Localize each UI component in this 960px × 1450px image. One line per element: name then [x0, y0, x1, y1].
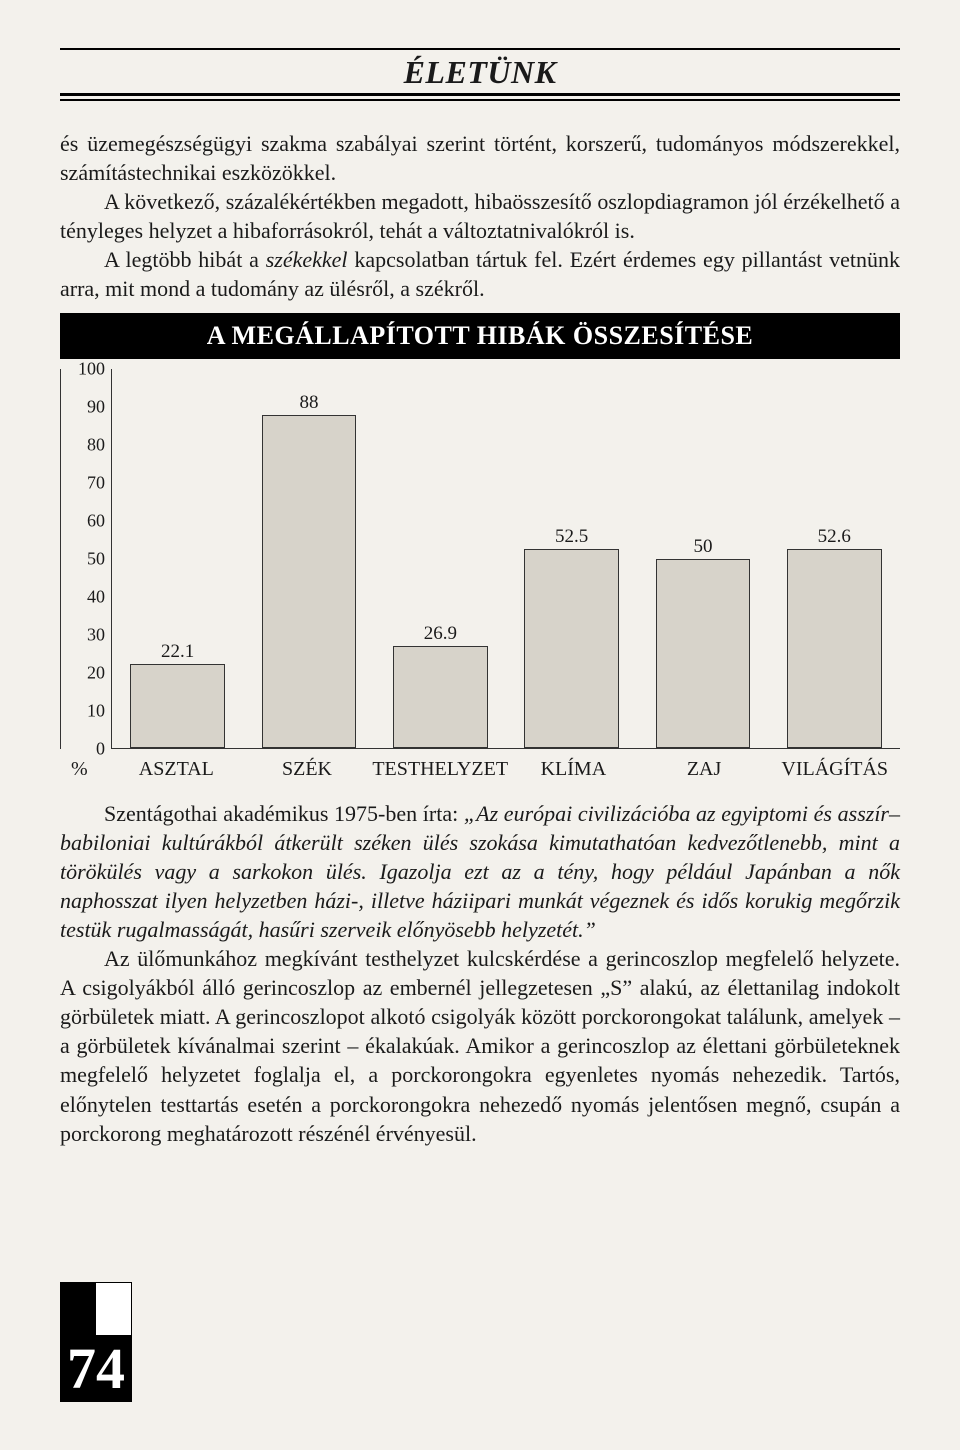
bar-value-label: 52.5	[525, 526, 618, 548]
p3-a: A legtöbb hibát a	[104, 247, 266, 272]
bar: 22.1	[130, 664, 225, 748]
y-tick: 80	[87, 435, 105, 456]
chart-inner: 0102030405060708090100 22.18826.952.5505…	[61, 369, 900, 749]
bar-value-label: 88	[263, 392, 356, 414]
pn-wht	[95, 1282, 132, 1336]
chart-title-bar: A MEGÁLLAPÍTOTT HIBÁK ÖSSZESÍTÉSE	[60, 313, 900, 359]
x-axis: ASZTALSZÉKTESTHELYZETKLÍMAZAJVILÁGÍTÁS	[111, 758, 900, 781]
x-label: ZAJ	[639, 758, 770, 781]
paragraph-1: és üzemegészségügyi szakma szabályai sze…	[60, 129, 900, 187]
y-tick: 10	[87, 701, 105, 722]
page-root: ÉLETÜNK és üzemegészségügyi szakma szabá…	[0, 0, 960, 1450]
bar-cell: 88	[243, 369, 374, 748]
x-label: ASZTAL	[111, 758, 242, 781]
plot-area: 22.1 88 26.9 52.5 50 52.6	[111, 369, 900, 749]
x-label: VILÁGÍTÁS	[769, 758, 900, 781]
x-label: KLÍMA	[508, 758, 639, 781]
bar: 50	[656, 559, 751, 749]
rule-top	[60, 48, 900, 50]
body-paragraphs-2: Szentágothai akadémikus 1975-ben írta: „…	[60, 799, 900, 1147]
y-tick: 70	[87, 473, 105, 494]
bar: 52.6	[787, 549, 882, 748]
y-tick: 0	[96, 739, 105, 760]
bar-chart: 0102030405060708090100 22.18826.952.5505…	[60, 369, 900, 749]
body-paragraphs-1: és üzemegészségügyi szakma szabályai sze…	[60, 129, 900, 303]
p3-emph: székekkel	[266, 247, 348, 272]
bar-cell: 52.5	[506, 369, 637, 748]
pn-ornament	[60, 1282, 132, 1336]
bar-value-label: 22.1	[131, 641, 224, 663]
p4-lead2: akadémikus 1975-ben írta:	[218, 801, 464, 826]
bar: 26.9	[393, 646, 488, 748]
p5-text: Az ülőmunkához megkívánt testhelyzet kul…	[60, 946, 900, 1145]
bar-value-label: 50	[657, 536, 750, 558]
bar: 88	[262, 415, 357, 749]
y-tick: 50	[87, 549, 105, 570]
paragraph-2: A következő, százalékértékben megadott, …	[60, 187, 900, 245]
bar-cell: 52.6	[769, 369, 900, 748]
x-label: SZÉK	[242, 758, 373, 781]
y-tick: 20	[87, 663, 105, 684]
bar-row: 22.1 88 26.9 52.5 50 52.6	[112, 369, 900, 748]
bar-value-label: 52.6	[788, 526, 881, 548]
x-label: TESTHELYZET	[372, 758, 508, 781]
paragraph-5: Az ülőmunkához megkívánt testhelyzet kul…	[60, 944, 900, 1147]
pn-blk	[60, 1282, 95, 1336]
rule-bot-1	[60, 93, 900, 96]
percent-label: %	[71, 758, 88, 781]
y-tick: 100	[78, 359, 105, 380]
p4-lead-name: Szentágothai	[104, 801, 218, 826]
y-tick: 90	[87, 397, 105, 418]
y-axis: 0102030405060708090100	[61, 369, 111, 749]
bar: 52.5	[524, 549, 619, 748]
bar-value-label: 26.9	[394, 623, 487, 645]
bar-cell: 50	[637, 369, 768, 748]
bar-cell: 22.1	[112, 369, 243, 748]
y-tick: 40	[87, 587, 105, 608]
y-tick: 30	[87, 625, 105, 646]
page-number: 74	[60, 1336, 132, 1402]
page-number-badge: 74	[60, 1282, 132, 1402]
page-header-title: ÉLETÜNK	[60, 52, 900, 93]
y-tick: 60	[87, 511, 105, 532]
bar-cell: 26.9	[375, 369, 506, 748]
paragraph-4: Szentágothai akadémikus 1975-ben írta: „…	[60, 799, 900, 944]
paragraph-3: A legtöbb hibát a székekkel kapcsolatban…	[60, 245, 900, 303]
rule-bot-2	[60, 99, 900, 101]
